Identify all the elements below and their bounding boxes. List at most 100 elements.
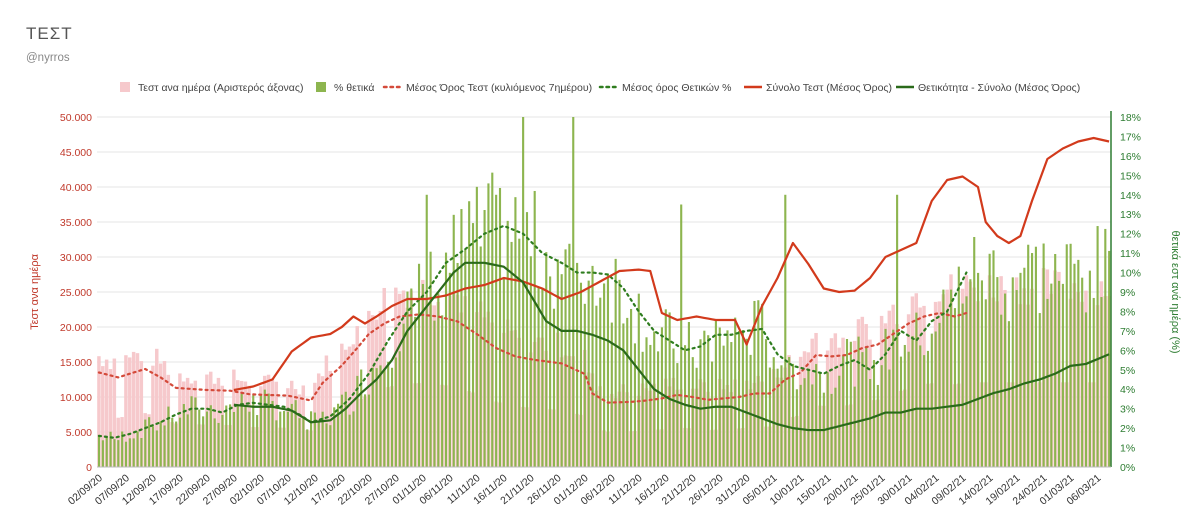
tests-bar bbox=[151, 365, 155, 467]
positive-bar bbox=[163, 425, 166, 467]
positive-bar bbox=[791, 363, 795, 467]
positive-bar bbox=[514, 197, 517, 467]
tests-bar bbox=[347, 346, 352, 467]
positive-bar bbox=[772, 357, 775, 467]
positive-bar bbox=[579, 282, 583, 467]
positive-bar bbox=[923, 355, 926, 467]
positive-bar bbox=[144, 419, 147, 467]
positive-bar bbox=[691, 357, 694, 467]
positive-bar bbox=[1065, 244, 1068, 467]
positive-bar bbox=[132, 438, 135, 467]
positive-bar bbox=[1034, 246, 1037, 467]
positive-bar bbox=[630, 308, 633, 467]
positive-bar bbox=[888, 369, 891, 467]
series-lines bbox=[97, 136, 1110, 439]
positive-bar bbox=[371, 367, 374, 467]
positive-bar bbox=[236, 404, 239, 467]
positive-bar bbox=[938, 322, 941, 467]
y-tick-label-right: 18% bbox=[1120, 112, 1141, 124]
positive-bar bbox=[306, 429, 309, 467]
y-tick-label-right: 9% bbox=[1120, 287, 1135, 299]
positive-bar bbox=[668, 312, 671, 467]
positive-bar bbox=[761, 303, 764, 467]
positive-bar bbox=[915, 312, 918, 467]
positive-bar bbox=[283, 411, 286, 467]
positive-bar bbox=[286, 411, 290, 467]
positive-bar bbox=[776, 368, 779, 467]
positive-bar bbox=[1108, 250, 1111, 467]
positive-bar bbox=[302, 418, 305, 467]
legend-entry: Σύνολο Τεστ (Μέσος Όρος) bbox=[766, 82, 892, 94]
positive-bar bbox=[645, 337, 648, 467]
positive-bar bbox=[734, 317, 737, 467]
y-tick-label-right: 11% bbox=[1120, 248, 1140, 260]
positive-bar bbox=[992, 250, 995, 467]
positive-bar bbox=[996, 277, 999, 467]
positive-bar bbox=[811, 384, 814, 467]
positive-bar bbox=[869, 379, 872, 467]
y-tick-label-right: 5% bbox=[1120, 365, 1135, 377]
positive-bar bbox=[471, 223, 475, 467]
positive-bar bbox=[136, 431, 139, 467]
positive-bar bbox=[599, 297, 602, 467]
legend-entry: Μέσος Όρος Τεστ (κυλιόμενος 7ημέρου) bbox=[406, 82, 592, 94]
positive-bar bbox=[259, 395, 263, 467]
positive-bar bbox=[198, 409, 201, 467]
positive-bar bbox=[483, 210, 486, 467]
positive-bar bbox=[518, 238, 521, 467]
tests-bar bbox=[162, 361, 167, 467]
y-tick-label-right: 4% bbox=[1120, 384, 1135, 396]
positive-bar bbox=[741, 330, 744, 467]
tests-bar bbox=[155, 348, 159, 467]
positive-bar bbox=[148, 417, 151, 467]
positive-bar bbox=[533, 190, 536, 468]
positive-bar bbox=[121, 431, 124, 467]
positive-bar bbox=[275, 420, 278, 467]
positive-bar bbox=[105, 436, 108, 467]
positive-bar bbox=[568, 243, 571, 467]
positive-bar bbox=[799, 384, 802, 467]
positive-bar bbox=[479, 246, 482, 467]
positive-bar bbox=[178, 417, 182, 467]
positive-bar bbox=[1057, 280, 1061, 467]
positive-bar bbox=[240, 393, 243, 467]
tests-bar bbox=[104, 359, 109, 467]
y-tick-label-left: 25.000 bbox=[60, 287, 92, 299]
positive-bar bbox=[606, 273, 610, 467]
positive-bar bbox=[502, 277, 505, 467]
positive-bar bbox=[768, 367, 771, 467]
positive-bar bbox=[182, 404, 185, 467]
tests-bar bbox=[128, 357, 132, 467]
positive-bar bbox=[429, 251, 432, 467]
positive-bar bbox=[491, 172, 494, 468]
positive-bar bbox=[402, 323, 405, 467]
positive-bar bbox=[340, 394, 343, 467]
tests-bar bbox=[101, 366, 105, 467]
positive-bar bbox=[414, 316, 417, 467]
positive-bar bbox=[957, 266, 960, 467]
positive-bar bbox=[329, 425, 332, 467]
positive-bar bbox=[687, 322, 690, 467]
positive-bar bbox=[151, 426, 155, 467]
positive-bar bbox=[845, 339, 849, 467]
y-tick-label-right: 1% bbox=[1120, 443, 1135, 455]
y-axis-title-left: Τεστ ανα ημέρα bbox=[29, 253, 41, 329]
positive-bar bbox=[614, 258, 617, 467]
positive-bar bbox=[556, 259, 559, 467]
positive-bar bbox=[842, 355, 845, 467]
y-tick-label-left: 5.000 bbox=[66, 427, 92, 439]
tests-bar bbox=[328, 370, 332, 467]
positive-bar bbox=[294, 400, 297, 467]
positive-bar bbox=[410, 288, 413, 467]
positive-bar bbox=[209, 405, 212, 467]
positive-bar bbox=[903, 344, 906, 467]
tests-bar bbox=[216, 377, 221, 467]
positive-bar bbox=[244, 405, 247, 467]
positive-bar bbox=[155, 430, 158, 467]
positive-bar bbox=[622, 323, 625, 467]
positive-bar bbox=[1100, 297, 1103, 467]
positive-bar bbox=[271, 400, 274, 467]
positive-bar bbox=[248, 411, 251, 467]
positive-bar bbox=[641, 351, 644, 467]
tests-bar bbox=[112, 358, 117, 467]
